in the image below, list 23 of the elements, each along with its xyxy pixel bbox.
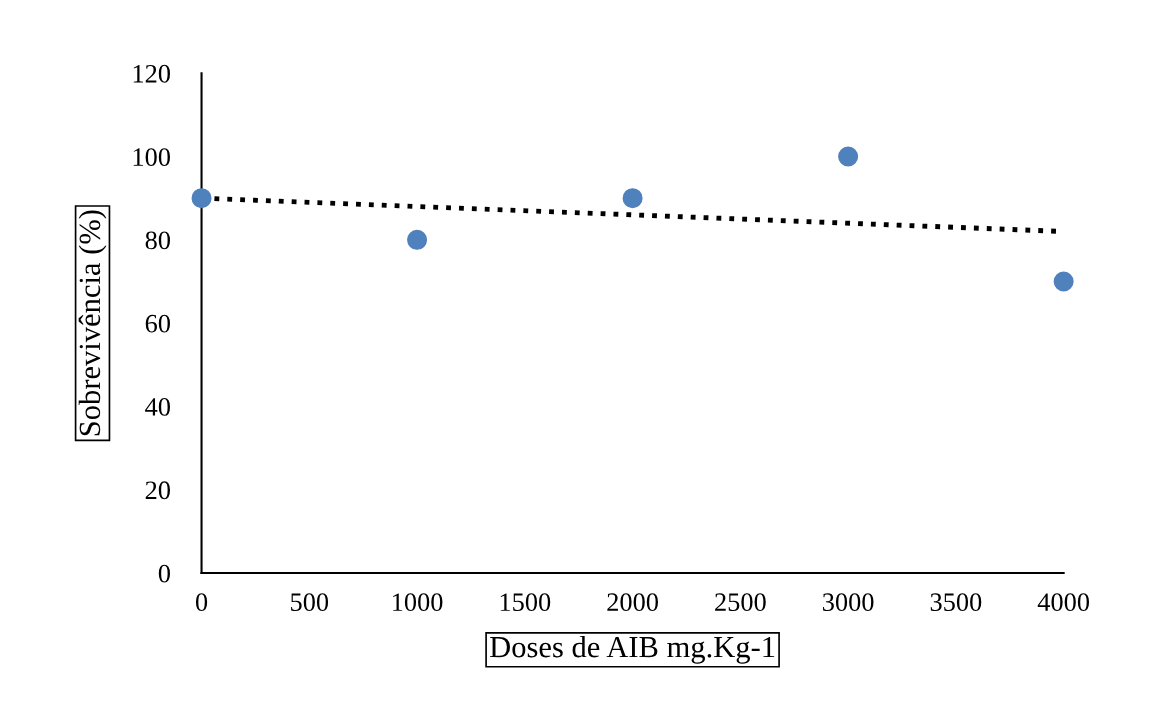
x-tick-label: 1000 [393, 593, 443, 612]
x-tick-label: 3000 [822, 593, 874, 612]
point [191, 188, 212, 209]
x-tick-label: 500 [291, 593, 329, 612]
x-tick-label: 0 [195, 593, 208, 612]
y-tick-label: 120 [133, 64, 170, 83]
y-tick-label: 60 [145, 314, 170, 333]
y-tick-label: 100 [133, 148, 170, 166]
x-tick-label: 4000 [1037, 593, 1090, 612]
y-tick-label: 80 [145, 231, 170, 250]
x-tick-label: 2000 [607, 593, 658, 612]
x-tick-label: 3500 [930, 593, 982, 612]
y-tick-label: 0 [158, 564, 170, 583]
point [838, 146, 859, 167]
y-tick-label: 40 [145, 398, 170, 416]
y-axis-title: Sobrevivência (%) [78, 210, 107, 436]
x-axis-title: Doses de AIB mg.Kg-1 [490, 635, 775, 664]
x-tick-label: 1500 [500, 593, 551, 612]
point [407, 229, 428, 250]
point [1053, 271, 1074, 292]
point [622, 188, 643, 209]
y-tick-label: 20 [145, 481, 170, 500]
x-tick-label: 2500 [715, 593, 766, 612]
